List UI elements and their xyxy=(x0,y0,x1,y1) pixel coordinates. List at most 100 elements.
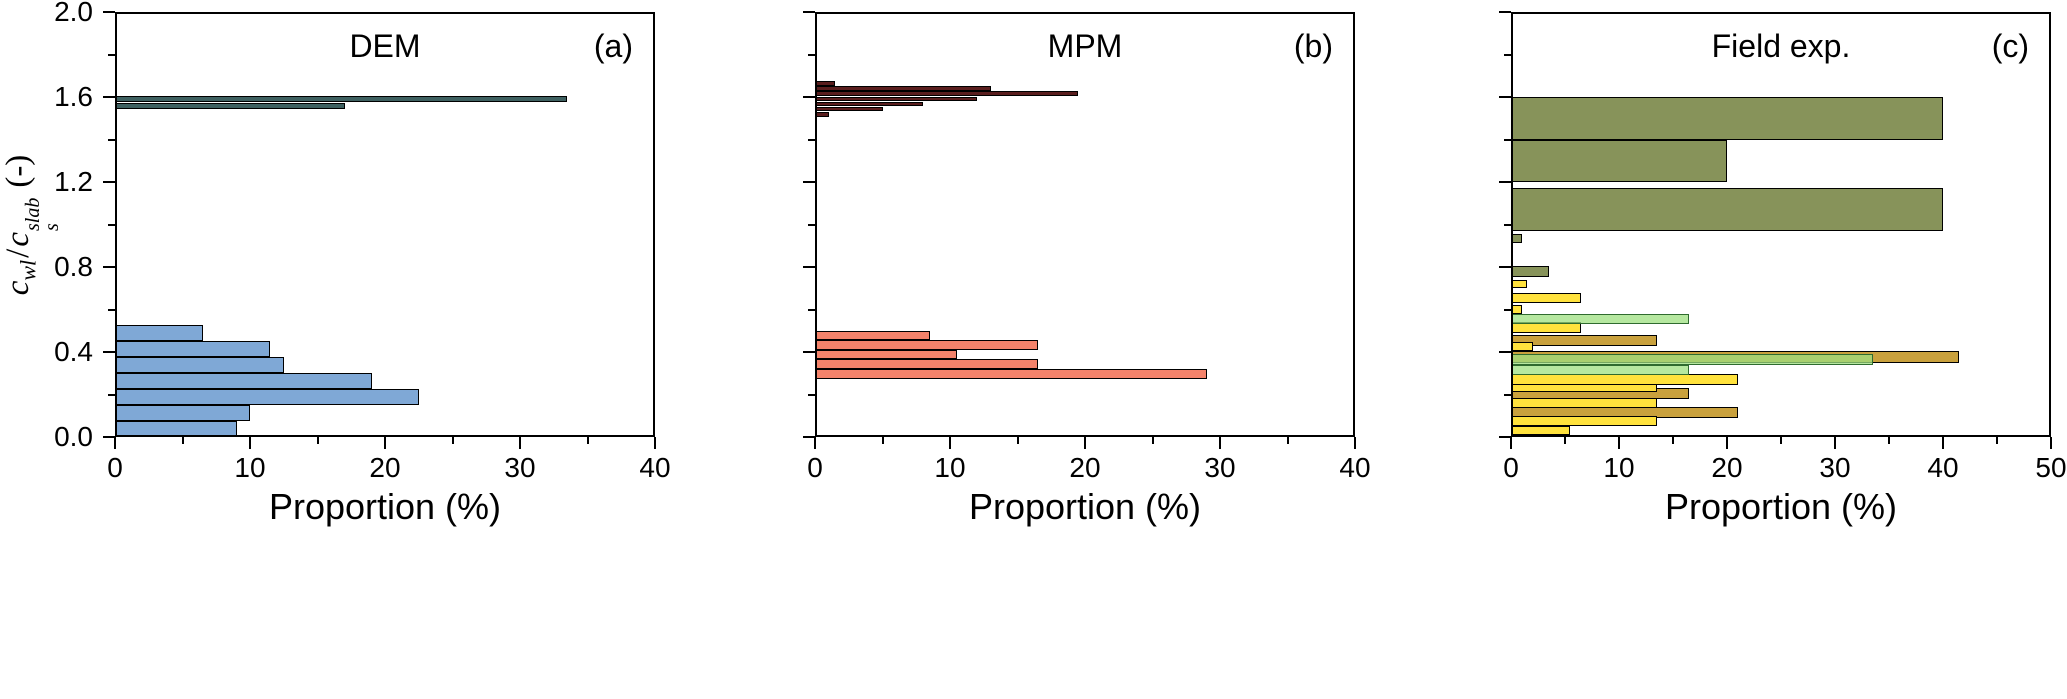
x-major-tick xyxy=(1617,437,1621,449)
panel-field-exp: Field exp. (c) 0 10 20 30 40 50 Proportion (%… xyxy=(1499,0,2067,699)
x-tick-label: 0 xyxy=(807,452,823,483)
ylabel-subsup-stack: slab s xyxy=(22,197,63,231)
x-tick-label: 0 xyxy=(107,452,123,483)
mpm-upper-cluster-bar xyxy=(815,91,1079,97)
panel-letter-a: (a) xyxy=(593,28,633,64)
y-minor-tick xyxy=(1504,138,1511,141)
y-minor-tick xyxy=(108,138,115,141)
field-lightgreen-bar xyxy=(1511,354,1873,365)
field-yellow-bar xyxy=(1511,342,1533,351)
dem-lower-cluster-bar xyxy=(115,389,419,406)
x-major-tick xyxy=(2049,437,2053,449)
y-minor-tick xyxy=(1504,308,1511,311)
field-yellow-bar xyxy=(1511,397,1657,409)
x-tick-label: 40 xyxy=(639,452,671,483)
x-major-tick xyxy=(1218,437,1222,449)
y-minor-tick xyxy=(1504,53,1511,56)
y-minor-tick xyxy=(108,223,115,226)
field-yellow-bar xyxy=(1511,305,1522,314)
x-tick-label: 30 xyxy=(504,452,536,483)
field-yellow-bar xyxy=(1511,322,1582,333)
x-axis-label-field: Proportion (%) xyxy=(1664,486,1898,527)
y-major-tick xyxy=(1499,435,1511,439)
panel-title-mpm: MPM xyxy=(1047,28,1123,64)
x-axis-label-dem: Proportion (%) xyxy=(268,486,502,527)
y-minor-tick xyxy=(808,53,815,56)
x-minor-tick xyxy=(1016,437,1019,444)
x-major-tick xyxy=(113,437,117,449)
mpm-upper-cluster-bar xyxy=(815,111,829,117)
field-olive-bar xyxy=(1511,233,1522,244)
dem-lower-cluster-bar xyxy=(115,421,237,437)
x-major-tick xyxy=(1509,437,1513,449)
mpm-lower-cluster-bar xyxy=(815,359,1038,369)
field-yellow-bar xyxy=(1511,292,1582,304)
dem-lower-cluster-bar xyxy=(115,373,372,390)
x-tick-label: 50 xyxy=(2035,452,2067,483)
y-major-tick xyxy=(103,10,115,14)
y-major-tick xyxy=(103,350,115,354)
dem-lower-cluster-bar xyxy=(115,357,284,374)
y-minor-tick xyxy=(108,308,115,311)
ylabel-c1: c xyxy=(0,280,36,295)
x-major-tick xyxy=(1833,437,1837,449)
field-olive-bar xyxy=(1511,265,1549,277)
x-minor-tick xyxy=(1888,437,1890,444)
mpm-upper-cluster-bar xyxy=(815,96,977,102)
x-tick-label: 0 xyxy=(1503,452,1519,483)
field-yellow-bar xyxy=(1511,426,1571,435)
field-lightgreen-bar xyxy=(1511,365,1690,375)
mpm-lower-cluster-bar xyxy=(815,330,930,341)
x-major-tick xyxy=(813,437,817,449)
x-major-tick xyxy=(948,437,952,449)
y-minor-tick xyxy=(1504,223,1511,226)
dem-lower-cluster-bar xyxy=(115,341,271,358)
dem-upper-cluster-bar xyxy=(115,102,345,109)
y-minor-tick xyxy=(808,393,815,396)
ylabel-sub2: s xyxy=(41,222,63,231)
x-tick-label: 20 xyxy=(369,452,401,483)
x-major-tick xyxy=(518,437,522,449)
x-major-tick xyxy=(1725,437,1729,449)
x-minor-tick xyxy=(316,437,319,444)
panel-title-field: Field exp. xyxy=(1711,28,1851,64)
x-tick-label: 20 xyxy=(1711,452,1743,483)
field-plot-area: Field exp. (c) 0 10 20 30 40 50 xyxy=(1499,10,2067,483)
mpm-upper-cluster-bar xyxy=(815,106,883,112)
y-major-tick xyxy=(803,10,815,14)
y-tick-label: 0.8 xyxy=(54,251,93,282)
y-major-tick xyxy=(1499,10,1511,14)
mpm-lower-cluster-bar xyxy=(815,369,1207,379)
panel-title-dem: DEM xyxy=(349,28,421,64)
y-major-tick xyxy=(803,95,815,99)
x-major-tick xyxy=(1941,437,1945,449)
y-major-tick xyxy=(103,435,115,439)
y-major-tick xyxy=(803,350,815,354)
mpm-upper-cluster-bar xyxy=(815,86,991,92)
x-minor-tick xyxy=(1996,437,1998,444)
y-major-tick xyxy=(1499,180,1511,184)
dem-plot-area: DEM (a) 0 10 20 30 40 0.0 0.4 0.8 1.2 1.6 2.0 xyxy=(54,0,671,483)
y-major-tick xyxy=(103,265,115,269)
x-minor-tick xyxy=(1286,437,1289,444)
y-minor-tick xyxy=(808,138,815,141)
dem-lower-cluster-bar xyxy=(115,405,250,422)
y-major-tick xyxy=(803,180,815,184)
y-major-tick xyxy=(1499,350,1511,354)
y-minor-tick xyxy=(1504,393,1511,396)
mpm-upper-cluster-bar xyxy=(815,101,923,107)
panel-letter-b: (b) xyxy=(1293,28,1333,64)
dem-upper-cluster-bar xyxy=(115,96,568,103)
field-olive-bar xyxy=(1511,188,1943,231)
y-major-tick xyxy=(103,180,115,184)
x-minor-tick xyxy=(1151,437,1154,444)
y-major-tick xyxy=(103,95,115,99)
x-major-tick xyxy=(1353,437,1357,449)
ylabel-c2: c xyxy=(0,231,36,247)
field-olive-bar xyxy=(1511,97,1943,140)
x-major-tick xyxy=(1083,437,1087,449)
y-tick-label: 1.2 xyxy=(54,166,93,197)
x-tick-label: 10 xyxy=(234,452,266,483)
y-minor-tick xyxy=(108,393,115,396)
x-tick-label: 20 xyxy=(1069,452,1101,483)
